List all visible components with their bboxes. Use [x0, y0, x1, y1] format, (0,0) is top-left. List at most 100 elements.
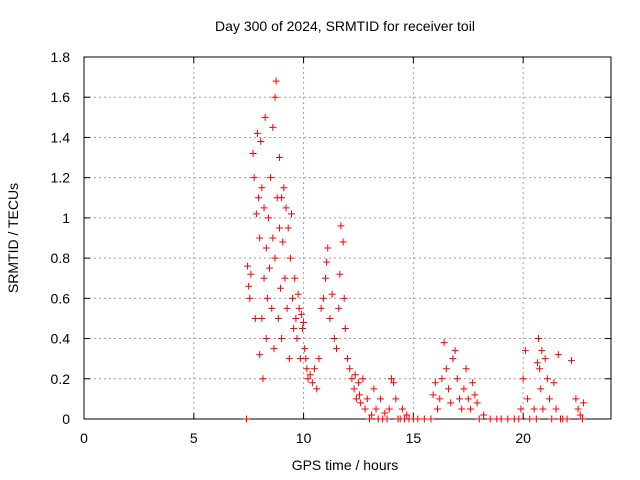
data-point — [473, 399, 481, 407]
data-point — [427, 415, 435, 423]
data-series-srmtid — [242, 77, 588, 423]
data-point — [311, 365, 319, 373]
data-point — [449, 355, 457, 363]
data-point — [252, 210, 260, 218]
data-point — [361, 405, 369, 413]
data-point — [297, 310, 305, 318]
data-point — [550, 379, 558, 387]
y-tick-label: 1.2 — [51, 170, 71, 186]
data-point — [272, 77, 280, 85]
data-point — [370, 385, 378, 393]
data-point — [289, 294, 297, 302]
x-tick-label: 5 — [190, 430, 198, 446]
data-point — [298, 325, 306, 332]
data-point — [269, 123, 277, 131]
data-point — [340, 294, 348, 302]
data-point — [283, 304, 291, 312]
data-point — [539, 405, 547, 413]
data-point — [381, 409, 389, 417]
data-point — [336, 270, 344, 278]
data-point — [308, 379, 316, 387]
data-point — [548, 415, 556, 423]
data-point — [453, 375, 461, 383]
data-point — [301, 345, 309, 353]
data-point — [266, 264, 274, 272]
data-point — [385, 405, 393, 413]
data-point — [278, 335, 286, 343]
data-point — [576, 411, 584, 419]
data-point — [363, 395, 371, 403]
data-point — [245, 282, 253, 290]
y-tick-label: 0.6 — [51, 290, 71, 306]
data-point — [536, 365, 544, 373]
data-point — [462, 365, 470, 373]
data-point — [346, 365, 354, 373]
data-point — [294, 290, 302, 298]
x-axis-label: GPS time / hours — [292, 457, 399, 473]
data-point — [244, 262, 252, 270]
data-point — [344, 355, 351, 363]
data-point — [440, 339, 448, 347]
data-point — [268, 304, 276, 312]
data-point — [447, 399, 455, 407]
data-point — [303, 365, 311, 373]
data-point — [258, 184, 266, 192]
data-point — [359, 375, 367, 383]
data-point — [315, 355, 323, 363]
data-point — [451, 347, 459, 355]
data-point — [274, 314, 282, 322]
data-point — [271, 254, 279, 262]
data-point — [293, 335, 301, 343]
x-tick-label: 0 — [80, 430, 88, 446]
data-point — [288, 210, 296, 218]
data-point — [403, 411, 411, 419]
data-point — [328, 290, 336, 298]
data-point — [390, 379, 398, 387]
data-point — [258, 314, 266, 322]
data-point — [464, 395, 472, 403]
data-point — [434, 405, 442, 413]
data-point — [317, 304, 325, 312]
data-point — [431, 379, 439, 387]
data-point — [246, 294, 254, 302]
data-point — [275, 154, 283, 162]
x-tick-label: 15 — [406, 430, 422, 446]
data-point — [304, 375, 312, 383]
data-point — [277, 284, 285, 292]
data-point — [262, 335, 270, 343]
data-point — [398, 405, 406, 413]
data-point — [351, 371, 359, 379]
data-point — [330, 335, 338, 343]
data-point — [285, 355, 293, 363]
data-point — [517, 405, 525, 413]
x-tick-label: 20 — [515, 430, 531, 446]
data-point — [260, 274, 268, 282]
data-point — [532, 415, 540, 423]
y-tick-label: 1.6 — [51, 89, 71, 105]
data-point — [480, 411, 488, 419]
data-point — [458, 405, 466, 413]
data-point — [324, 244, 332, 252]
data-point — [260, 204, 268, 212]
axis-ticks: 0 5 10 15 20 0 0.2 0.4 0.6 0.8 1 1.2 1.4 1.6 1.8 — [51, 49, 611, 446]
data-point — [445, 385, 453, 393]
y-tick-label: 1.4 — [51, 129, 71, 145]
data-point — [537, 385, 545, 393]
data-point — [249, 150, 257, 158]
y-axis-label: SRMTID / TECUs — [5, 183, 21, 293]
data-point — [295, 304, 303, 312]
data-point — [281, 274, 289, 282]
data-point — [469, 379, 477, 387]
data-point — [420, 415, 428, 423]
y-tick-label: 1 — [62, 210, 70, 226]
data-point — [455, 395, 463, 403]
data-point — [515, 415, 523, 423]
data-point — [264, 214, 272, 222]
data-point — [333, 345, 341, 353]
data-point — [251, 314, 259, 322]
data-point — [313, 385, 321, 393]
data-point — [306, 371, 314, 379]
data-point — [466, 405, 474, 413]
data-point — [567, 357, 575, 365]
